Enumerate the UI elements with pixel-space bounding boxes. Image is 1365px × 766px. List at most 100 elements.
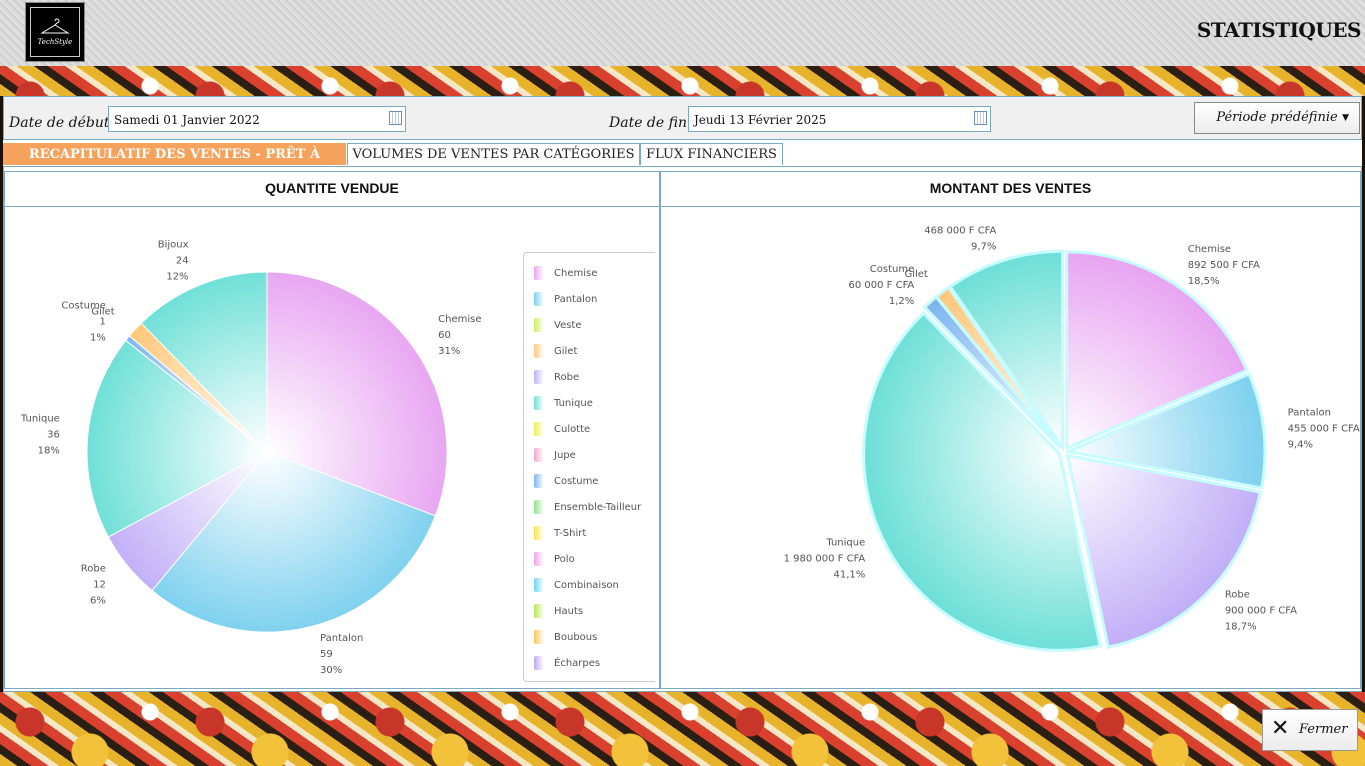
legend-item-hauts[interactable]: Hauts (534, 603, 583, 619)
legend-label: Boubous (554, 631, 598, 643)
legend-label: Écharpes (554, 657, 601, 669)
data-label-costume: Costume 1 1% (61, 300, 105, 343)
data-label-robe: Robe 900 000 F CFA 18,7% (1225, 589, 1297, 632)
fabric-banner-top (0, 66, 1365, 96)
app-logo: TechStyle (25, 2, 85, 62)
legend-item-boubous[interactable]: Boubous (534, 629, 597, 645)
data-label-chemise: Chemise 60 31% (438, 314, 481, 357)
legend-item-culotte[interactable]: Culotte (534, 421, 590, 437)
tab-category-volumes[interactable]: VOLUMES DE VENTES PAR CATÉGORIES (347, 143, 640, 165)
fabric-banner-bottom (0, 692, 1365, 766)
legend-item-pantalon[interactable]: Pantalon (534, 291, 597, 307)
legend-item-veste[interactable]: Veste (534, 317, 582, 333)
legend-label: Ensemble-Tailleur (554, 501, 642, 513)
end-date-value: Jeudi 13 Février 2025 (694, 113, 827, 127)
start-date-field[interactable]: Samedi 01 Janvier 2022 (108, 106, 406, 132)
legend-label: Jupe (554, 449, 576, 461)
data-label-costume: Costume 60 000 F CFA 1,2% (849, 264, 915, 307)
legend-item-ensemble-tailleur[interactable]: Ensemble-Tailleur (534, 499, 641, 515)
amount-chart-box: MONTANT DES VENTES Chemise 892 500 F CFA 1… (660, 171, 1361, 689)
tab-bar: RECAPITULATIF DES VENTES - PRÊT À PORTER… (3, 143, 1362, 184)
tab-content: QUANTITE VENDUE Chemise 60 31% Pantalon 59 30… (3, 166, 1362, 692)
tab-sales-summary[interactable]: RECAPITULATIF DES VENTES - PRÊT À PORTER (3, 143, 346, 184)
data-label-bijoux: Bijoux 24 12% (158, 239, 189, 282)
data-label-gilet: Gilet (91, 306, 114, 317)
legend-item-tunique[interactable]: Tunique (534, 395, 593, 411)
chevron-down-icon: ▼ (1342, 113, 1349, 123)
data-label-chemise: Chemise 892 500 F CFA 18,5% (1188, 244, 1260, 287)
legend-item-robe[interactable]: Robe (534, 369, 579, 385)
legend-swatch (534, 578, 544, 592)
chart-legend: Chemise Pantalon Veste Gilet Robe Tunique Culo… (523, 252, 655, 682)
legend-label: Chemise (554, 267, 598, 279)
legend-swatch (534, 448, 544, 462)
legend-item-jupe[interactable]: Jupe (534, 447, 576, 463)
data-label-robe: Robe 12 6% (81, 564, 106, 607)
legend-swatch (534, 474, 544, 488)
preset-period-dropdown[interactable]: Période prédéfinie ▼ (1194, 102, 1360, 134)
legend-label: Combinaison (554, 579, 619, 591)
legend-swatch (534, 370, 544, 384)
data-label-pantalon: Pantalon 59 30% (320, 633, 363, 676)
quantity-pie-chart: Chemise 60 31% Pantalon 59 30% Robe 12 6% Tunique… (20, 239, 482, 676)
legend-item-costume[interactable]: Costume (534, 473, 598, 489)
legend-label: Tunique (554, 397, 593, 409)
legend-swatch (534, 630, 544, 644)
legend-item-t-shirt[interactable]: T-Shirt (534, 525, 586, 541)
legend-swatch (534, 266, 544, 280)
legend-label: Robe (554, 371, 580, 383)
pie-slice-slice[interactable] (948, 249, 1064, 452)
pie-slice-pantalon[interactable] (1063, 372, 1267, 490)
legend-label: T-Shirt (554, 527, 587, 539)
legend-item-chemise[interactable]: Chemise (534, 265, 597, 281)
legend-swatch (534, 292, 544, 306)
pie-slice-gilet[interactable] (934, 285, 1063, 449)
legend-swatch (534, 552, 544, 566)
pie-slice-tunique[interactable] (862, 311, 1103, 652)
legend-label: Gilet (554, 345, 578, 357)
quantity-chart-box: QUANTITE VENDUE Chemise 60 31% Pantalon 59 30… (4, 171, 660, 689)
pie-slice-tunique[interactable] (86, 339, 268, 538)
quantity-chart-title: QUANTITE VENDUE (5, 172, 659, 207)
pie-slice-robe[interactable] (1065, 453, 1262, 650)
logo-text: TechStyle (37, 38, 73, 46)
statistics-panel: Date de début : Samedi 01 Janvier 2022 D… (3, 96, 1362, 692)
legend-label: Pantalon (554, 293, 598, 305)
legend-swatch (534, 344, 544, 358)
hanger-icon (40, 18, 70, 34)
pie-slice-bijoux[interactable] (140, 271, 268, 454)
preset-period-label: Période prédéfinie (1216, 110, 1338, 125)
legend-label: Costume (554, 475, 599, 487)
close-button-label: Fermer (1299, 722, 1348, 737)
data-label-tunique: Tunique 1 980 000 F CFA 41,1% (784, 538, 866, 581)
legend-swatch (534, 422, 544, 436)
legend-swatch (534, 318, 544, 332)
legend-swatch (534, 656, 544, 670)
legend-label: Hauts (554, 605, 584, 617)
legend-item-polo[interactable]: Polo (534, 551, 575, 567)
legend-swatch (534, 604, 544, 618)
tab-cash-flow[interactable]: FLUX FINANCIERS (640, 143, 783, 165)
calendar-icon[interactable] (974, 111, 987, 125)
pie-slice-pantalon[interactable] (151, 451, 436, 633)
data-label-slice-6: 468 000 F CFA 9,7% (924, 225, 996, 252)
amount-chart-title: MONTANT DES VENTES (661, 172, 1360, 207)
legend-swatch (534, 396, 544, 410)
date-filter-bar: Date de début : Samedi 01 Janvier 2022 D… (3, 96, 1362, 140)
close-icon: ✕ (1271, 716, 1290, 741)
pie-slice-chemise[interactable] (266, 271, 448, 517)
start-date-value: Samedi 01 Janvier 2022 (114, 113, 260, 127)
calendar-icon[interactable] (389, 111, 402, 125)
data-label-pantalon: Pantalon 455 000 F CFA 9,4% (1288, 407, 1360, 450)
close-button[interactable]: ✕ Fermer (1262, 709, 1358, 751)
data-label-tunique: Tunique 36 18% (20, 414, 60, 457)
legend-item-gilet[interactable]: Gilet (534, 343, 577, 359)
start-date-label: Date de début : (9, 115, 119, 131)
pie-slice-chemise[interactable] (1065, 250, 1249, 451)
legend-label: Culotte (554, 423, 591, 435)
legend-label: Polo (554, 553, 575, 565)
app-header: TechStyle STATISTIQUES (0, 0, 1365, 66)
legend-item-combinaison[interactable]: Combinaison (534, 577, 619, 593)
legend-item-echarpes[interactable]: Écharpes (534, 655, 600, 671)
end-date-field[interactable]: Jeudi 13 Février 2025 (688, 106, 991, 132)
